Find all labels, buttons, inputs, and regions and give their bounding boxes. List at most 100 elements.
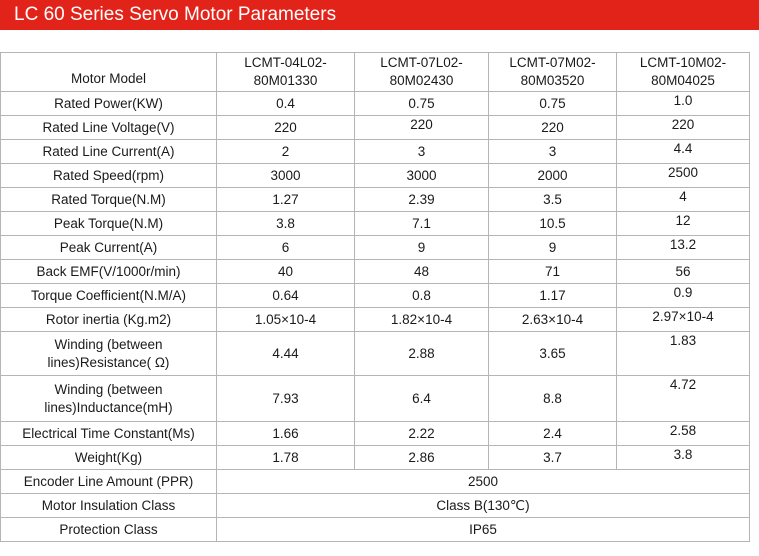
value-cell: 0.75: [354, 91, 489, 116]
table-row: Peak Torque(N.M) 3.8 7.1 10.5 12: [0, 211, 750, 236]
row-label: Back EMF(V/1000r/min): [0, 259, 217, 284]
value-cell: 48: [354, 259, 489, 284]
row-label: Rated Torque(N.M): [0, 187, 217, 212]
value-cell: 3000: [216, 163, 355, 188]
value-cell: 6.4: [354, 375, 489, 422]
table-row: Torque Coefficient(N.M/A) 0.64 0.8 1.17 …: [0, 283, 750, 308]
value-cell: 220: [616, 115, 750, 140]
row-label: Rated Power(KW): [0, 91, 217, 116]
value-cell: 4.72: [616, 375, 750, 422]
value-cell: 2.4: [488, 421, 617, 446]
merged-value-cell: IP65: [216, 517, 750, 542]
value-cell: 1.82×10-4: [354, 307, 489, 332]
header-row: Motor Model LCMT-04L02- 80M01330 LCMT-07L…: [0, 52, 750, 92]
value-cell: 9: [488, 235, 617, 260]
value-cell: 2.97×10-4: [616, 307, 750, 332]
model-cell: LCMT-10M02- 80M04025: [616, 52, 750, 92]
value-cell: 3.65: [488, 331, 617, 376]
value-cell: 0.75: [488, 91, 617, 116]
header-label: Motor Model: [0, 52, 217, 92]
table-row: Rated Power(KW) 0.4 0.75 0.75 1.0: [0, 91, 750, 116]
table-row: Rated Torque(N.M) 1.27 2.39 3.5 4: [0, 187, 750, 212]
title-bar: LC 60 Series Servo Motor Parameters: [0, 0, 759, 30]
value-cell: 7.1: [354, 211, 489, 236]
table-row: Winding (between lines)Resistance( Ω) 4.…: [0, 331, 750, 376]
value-cell: 2.39: [354, 187, 489, 212]
value-cell: 2.86: [354, 445, 489, 470]
model-cell: LCMT-07M02- 80M03520: [488, 52, 617, 92]
value-cell: 2.58: [616, 421, 750, 446]
table-row: Protection Class IP65: [0, 517, 750, 542]
value-cell: 8.8: [488, 375, 617, 422]
table-row: Rated Speed(rpm) 3000 3000 2000 2500: [0, 163, 750, 188]
row-label: Winding (between lines)Resistance( Ω): [0, 331, 217, 376]
value-cell: 13.2: [616, 235, 750, 260]
value-cell: 4: [616, 187, 750, 212]
value-cell: 0.64: [216, 283, 355, 308]
value-cell: 2.63×10-4: [488, 307, 617, 332]
model-cell: LCMT-04L02- 80M01330: [216, 52, 355, 92]
table-row: Winding (between lines)Inductance(mH) 7.…: [0, 375, 750, 422]
value-cell: 7.93: [216, 375, 355, 422]
table-row: Motor Insulation Class Class B(130℃): [0, 493, 750, 518]
value-cell: 12: [616, 211, 750, 236]
row-label: Encoder Line Amount (PPR): [0, 469, 217, 494]
row-label: Peak Current(A): [0, 235, 217, 260]
table-row: Weight(Kg) 1.78 2.86 3.7 3.8: [0, 445, 750, 470]
value-cell: 56: [616, 259, 750, 284]
value-cell: 3.8: [616, 445, 750, 470]
table-row: Rotor inertia (Kg.m2) 1.05×10-4 1.82×10-…: [0, 307, 750, 332]
value-cell: 1.78: [216, 445, 355, 470]
value-cell: 1.27: [216, 187, 355, 212]
value-cell: 0.4: [216, 91, 355, 116]
row-label: Winding (between lines)Inductance(mH): [0, 375, 217, 422]
row-label: Rated Line Voltage(V): [0, 115, 217, 140]
value-cell: 0.8: [354, 283, 489, 308]
row-label: Peak Torque(N.M): [0, 211, 217, 236]
value-cell: 2.88: [354, 331, 489, 376]
table-row: Encoder Line Amount (PPR) 2500: [0, 469, 750, 494]
value-cell: 3.7: [488, 445, 617, 470]
value-cell: 4.4: [616, 139, 750, 164]
row-label: Protection Class: [0, 517, 217, 542]
row-label: Rated Speed(rpm): [0, 163, 217, 188]
value-cell: 220: [488, 115, 617, 140]
value-cell: 2000: [488, 163, 617, 188]
value-cell: 0.9: [616, 283, 750, 308]
value-cell: 3.5: [488, 187, 617, 212]
value-cell: 3.8: [216, 211, 355, 236]
value-cell: 3: [354, 139, 489, 164]
value-cell: 1.83: [616, 331, 750, 376]
value-cell: 2: [216, 139, 355, 164]
value-cell: 9: [354, 235, 489, 260]
value-cell: 3000: [354, 163, 489, 188]
row-label: Rotor inertia (Kg.m2): [0, 307, 217, 332]
row-label: Torque Coefficient(N.M/A): [0, 283, 217, 308]
value-cell: 1.0: [616, 91, 750, 116]
value-cell: 3: [488, 139, 617, 164]
value-cell: 10.5: [488, 211, 617, 236]
merged-value-cell: 2500: [216, 469, 750, 494]
page-title: LC 60 Series Servo Motor Parameters: [14, 4, 337, 25]
table-row: Peak Current(A) 6 9 9 13.2: [0, 235, 750, 260]
table-row: Electrical Time Constant(Ms) 1.66 2.22 2…: [0, 421, 750, 446]
value-cell: 2500: [616, 163, 750, 188]
value-cell: 2.22: [354, 421, 489, 446]
table-row: Rated Line Current(A) 2 3 3 4.4: [0, 139, 750, 164]
table-row: Rated Line Voltage(V) 220 220 220 220: [0, 115, 750, 140]
value-cell: 220: [216, 115, 355, 140]
row-label: Rated Line Current(A): [0, 139, 217, 164]
value-cell: 1.17: [488, 283, 617, 308]
row-label: Electrical Time Constant(Ms): [0, 421, 217, 446]
model-cell: LCMT-07L02- 80M02430: [354, 52, 489, 92]
value-cell: 1.05×10-4: [216, 307, 355, 332]
value-cell: 1.66: [216, 421, 355, 446]
row-label: Motor Insulation Class: [0, 493, 217, 518]
value-cell: 71: [488, 259, 617, 284]
value-cell: 40: [216, 259, 355, 284]
value-cell: 220: [354, 115, 489, 140]
value-cell: 6: [216, 235, 355, 260]
value-cell: 4.44: [216, 331, 355, 376]
row-label: Weight(Kg): [0, 445, 217, 470]
parameters-table: Motor Model LCMT-04L02- 80M01330 LCMT-07L…: [0, 52, 750, 542]
